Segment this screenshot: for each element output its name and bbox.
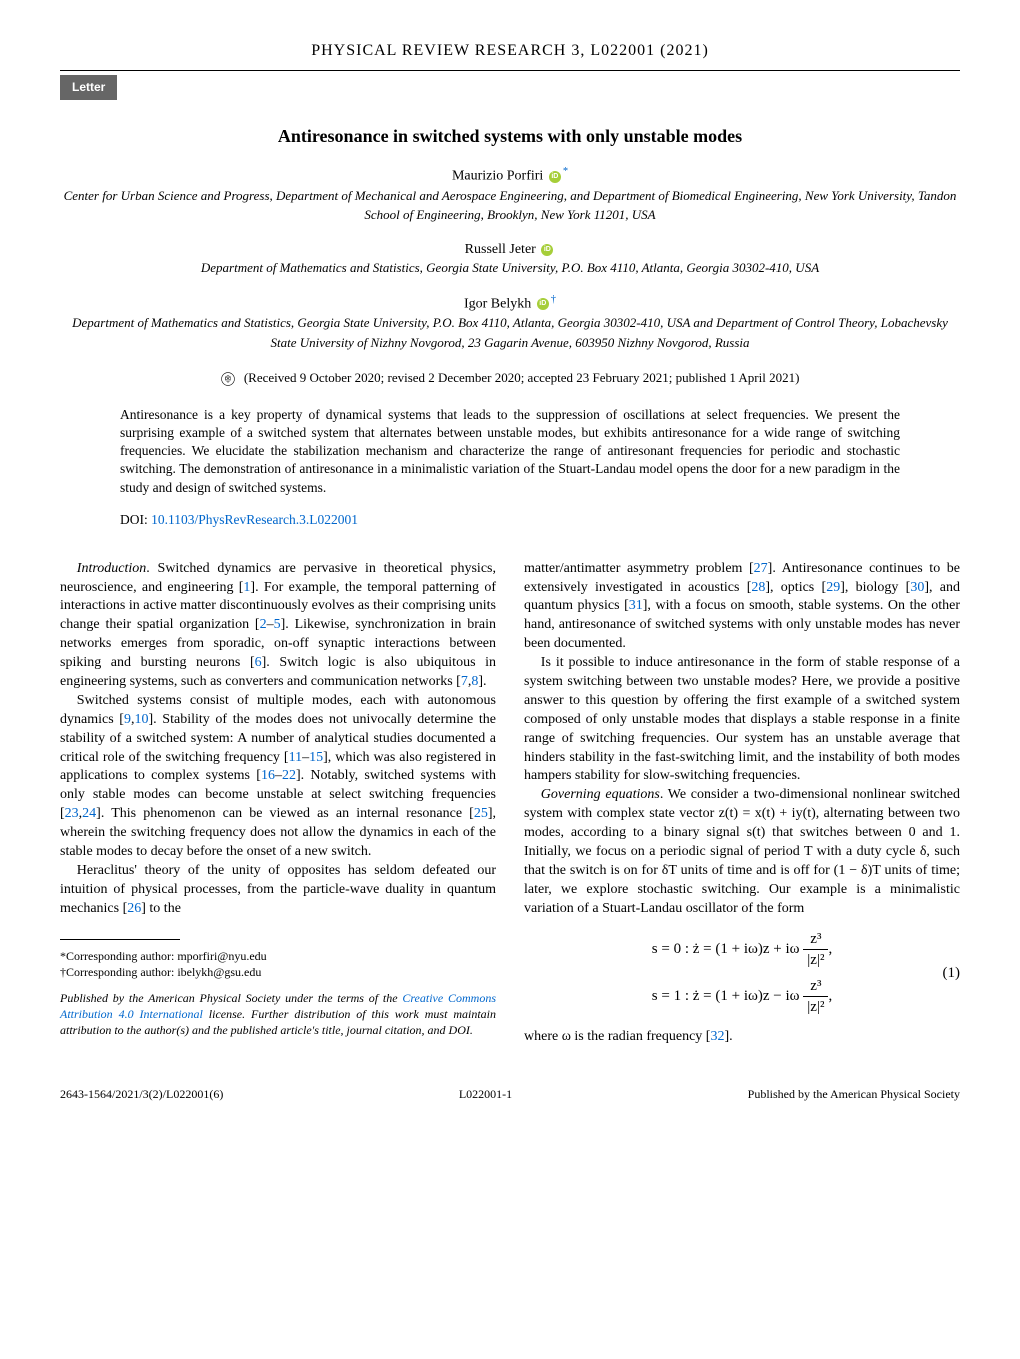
body-text: Is it possible to induce antiresonance i… — [524, 654, 960, 786]
body-text: ]. — [724, 1029, 732, 1044]
journal-header: PHYSICAL REVIEW RESEARCH 3, L022001 (202… — [60, 40, 960, 71]
eq-fraction: z³ |z|² — [803, 976, 828, 1018]
right-column: matter/antimatter asymmetry problem [27]… — [524, 560, 960, 1047]
left-column: Introduction. Switched dynamics are perv… — [60, 560, 496, 1047]
footnote-2: †Corresponding author: ibelykh@gsu.edu — [60, 964, 496, 980]
ref-link[interactable]: 24 — [82, 806, 96, 821]
ref-link[interactable]: 15 — [309, 750, 323, 765]
frac-num: z³ — [803, 976, 828, 997]
doi-link[interactable]: 10.1103/PhysRevResearch.3.L022001 — [151, 512, 358, 527]
doi-label: DOI: — [120, 512, 148, 527]
footer-right: Published by the American Physical Socie… — [748, 1086, 960, 1103]
ref-link[interactable]: 31 — [629, 598, 643, 613]
footer-center: L022001-1 — [459, 1086, 512, 1103]
abstract: Antiresonance is a key property of dynam… — [120, 406, 900, 497]
orcid-icon — [549, 171, 561, 183]
body-text: ]. — [478, 674, 486, 689]
body-text: ]. This phenomenon can be viewed as an i… — [96, 806, 474, 821]
ref-link[interactable]: 6 — [255, 655, 262, 670]
ref-link[interactable]: 9 — [124, 712, 131, 727]
author-block-2: Igor Belykh † Department of Mathematics … — [60, 293, 960, 353]
body-text: ], optics [ — [765, 580, 826, 595]
page-footer: 2643-1564/2021/3(2)/L022001(6) L022001-1… — [60, 1076, 960, 1103]
eq-line: s = 0 : ż = (1 + iω)z + iω — [652, 941, 800, 957]
body-text: ], biology [ — [840, 580, 910, 595]
equation-number: (1) — [943, 963, 961, 983]
frac-den: |z|² — [803, 950, 828, 970]
author-block-1: Russell Jeter Department of Mathematics … — [60, 240, 960, 279]
ref-link[interactable]: 5 — [274, 617, 281, 632]
ref-link[interactable]: 25 — [474, 806, 488, 821]
author-name: Maurizio Porfiri — [452, 169, 543, 184]
author-block-0: Maurizio Porfiri * Center for Urban Scie… — [60, 165, 960, 225]
recycle-icon — [221, 372, 235, 386]
author-affiliation: Department of Mathematics and Statistics… — [72, 315, 948, 350]
author-marker: * — [563, 166, 568, 177]
ref-link[interactable]: 7 — [461, 674, 468, 689]
dates-text: (Received 9 October 2020; revised 2 Dece… — [244, 370, 800, 385]
ref-link[interactable]: 11 — [289, 750, 302, 765]
author-marker: † — [551, 294, 556, 305]
ref-link[interactable]: 30 — [910, 580, 924, 595]
ref-link[interactable]: 16 — [261, 768, 275, 783]
section-head-intro: Introduction — [77, 561, 146, 576]
ref-link[interactable]: 28 — [751, 580, 765, 595]
body-text: – — [275, 768, 282, 783]
orcid-icon — [537, 298, 549, 310]
author-affiliation: Department of Mathematics and Statistics… — [201, 260, 819, 275]
body-text: ] to the — [141, 901, 181, 916]
footer-left: 2643-1564/2021/3(2)/L022001(6) — [60, 1086, 223, 1103]
footnote-1: *Corresponding author: mporfiri@nyu.edu — [60, 948, 496, 964]
equation-1: s = 0 : ż = (1 + iω)z + iω z³ |z|² , s =… — [524, 929, 960, 1018]
footnote-rule — [60, 939, 180, 940]
body-text: . We consider a two-dimensional nonlinea… — [524, 787, 960, 915]
license-note: Published by the American Physical Socie… — [60, 990, 496, 1039]
body-text: where ω is the radian frequency [ — [524, 1029, 710, 1044]
ref-link[interactable]: 22 — [282, 768, 296, 783]
frac-num: z³ — [803, 929, 828, 950]
section-head-governing: Governing equations — [541, 787, 660, 802]
dates-row: (Received 9 October 2020; revised 2 Dece… — [60, 369, 960, 387]
ref-link[interactable]: 26 — [127, 901, 141, 916]
ref-link[interactable]: 29 — [826, 580, 840, 595]
ref-link[interactable]: 27 — [754, 561, 768, 576]
ref-link[interactable]: 23 — [65, 806, 79, 821]
body-text: matter/antimatter asymmetry problem [ — [524, 561, 754, 576]
letter-badge: Letter — [60, 75, 117, 100]
paper-title: Antiresonance in switched systems with o… — [60, 124, 960, 149]
eq-comma: , — [828, 941, 832, 957]
orcid-icon — [541, 244, 553, 256]
eq-line: s = 1 : ż = (1 + iω)z − iω — [652, 988, 800, 1004]
body-columns: Introduction. Switched dynamics are perv… — [60, 560, 960, 1047]
body-text: Heraclitus' theory of the unity of oppos… — [60, 863, 496, 916]
body-text: – — [267, 617, 274, 632]
doi-line: DOI: 10.1103/PhysRevResearch.3.L022001 — [120, 511, 900, 530]
author-affiliation: Center for Urban Science and Progress, D… — [64, 188, 957, 223]
frac-den: |z|² — [803, 997, 828, 1017]
ref-link[interactable]: 2 — [260, 617, 267, 632]
author-name: Russell Jeter — [465, 242, 536, 257]
ref-link[interactable]: 10 — [134, 712, 148, 727]
eq-comma: , — [828, 988, 832, 1004]
author-name: Igor Belykh — [464, 297, 531, 312]
ref-link[interactable]: 32 — [710, 1029, 724, 1044]
eq-fraction: z³ |z|² — [803, 929, 828, 971]
license-pre: Published by the American Physical Socie… — [60, 991, 402, 1005]
